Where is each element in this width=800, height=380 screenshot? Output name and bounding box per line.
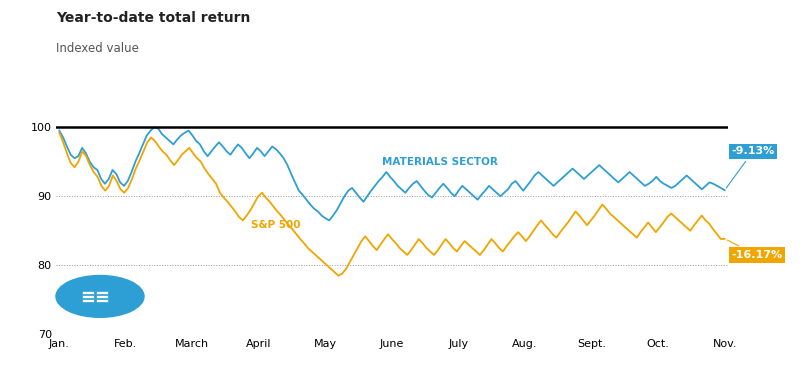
Text: -16.17%: -16.17% — [727, 240, 782, 260]
Text: Year-to-date total return: Year-to-date total return — [56, 11, 250, 25]
Text: S&P 500: S&P 500 — [250, 220, 300, 230]
Text: Indexed value: Indexed value — [56, 42, 139, 55]
Text: MATERIALS SECTOR: MATERIALS SECTOR — [382, 157, 498, 166]
Text: -9.13%: -9.13% — [726, 146, 774, 188]
